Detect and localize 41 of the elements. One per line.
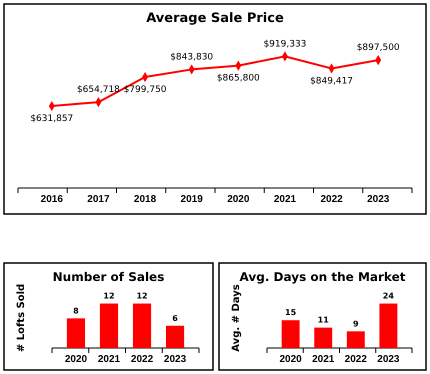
y-axis-title: # Lofts Sold — [16, 284, 27, 352]
x-tick-label: 2021 — [98, 354, 121, 365]
data-label: 6 — [172, 314, 178, 323]
data-label: $631,857 — [30, 114, 74, 124]
x-tick-label: 2019 — [180, 194, 204, 205]
data-label: 15 — [285, 308, 297, 318]
bar — [282, 320, 300, 348]
data-label: $843,830 — [170, 52, 214, 62]
data-label: 12 — [103, 292, 115, 301]
x-tick-label: 2021 — [274, 194, 296, 205]
bar — [379, 304, 398, 348]
data-label: 8 — [73, 306, 80, 316]
x-tick-label: 2020 — [280, 354, 302, 365]
chart-title: Avg. Days on the Market — [240, 270, 406, 284]
x-tick-label: 2016 — [40, 194, 64, 205]
x-tick-label: 2023 — [367, 194, 390, 205]
data-label: $897,500 — [356, 43, 400, 54]
data-label: 12 — [136, 292, 148, 301]
chart-title: Average Sale Price — [146, 11, 284, 26]
x-tick-label: 2020 — [64, 354, 88, 365]
x-tick-label: 2017 — [87, 194, 110, 205]
x-tick-label: 2023 — [377, 354, 400, 365]
data-label: $654,718 — [76, 85, 120, 96]
data-label: 24 — [382, 292, 394, 301]
bar — [314, 328, 332, 348]
data-label: 9 — [353, 319, 360, 328]
x-tick-label: 2022 — [130, 354, 154, 365]
data-label: 11 — [318, 316, 330, 325]
data-label: $849,417 — [310, 76, 354, 86]
x-tick-label: 2018 — [134, 194, 157, 205]
data-label: $865,800 — [216, 74, 260, 84]
x-tick-label: 2021 — [312, 354, 335, 365]
x-tick-label: 2022 — [320, 194, 344, 205]
x-tick-label: 2020 — [227, 194, 250, 205]
x-tick-label: 2023 — [164, 354, 187, 365]
chart-title: Number of Sales — [52, 270, 164, 284]
bar — [346, 331, 365, 348]
data-label: $919,333 — [263, 39, 306, 50]
y-axis-title: Avg. # Days — [231, 284, 242, 352]
x-tick-label: 2022 — [344, 354, 368, 365]
data-label: $799,750 — [124, 85, 167, 96]
